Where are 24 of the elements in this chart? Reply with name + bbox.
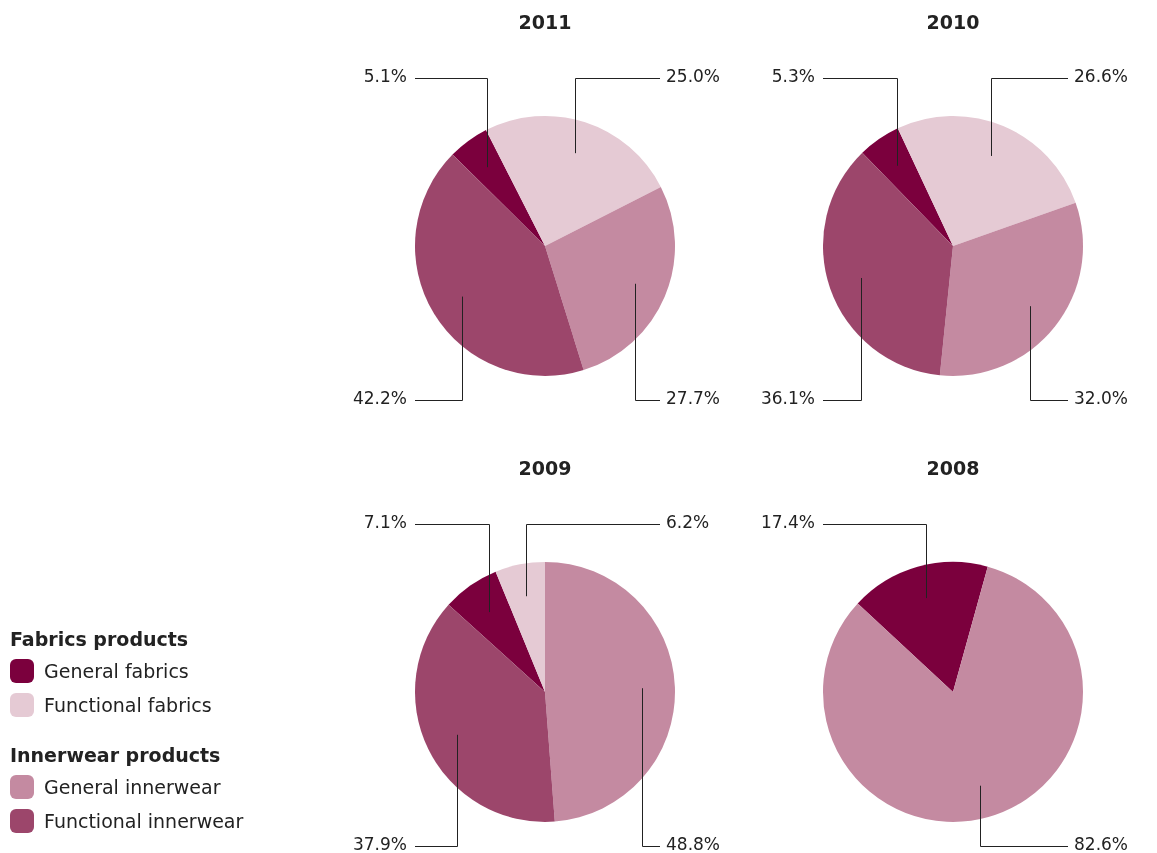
data-label: 7.1% <box>363 512 407 533</box>
legend-label: Functional innerwear <box>44 810 244 832</box>
legend-label: General innerwear <box>44 776 221 798</box>
chart-title: 2008 <box>926 457 980 480</box>
data-label: 26.6% <box>1074 66 1129 87</box>
data-label: 17.4% <box>760 512 815 533</box>
data-label: 42.2% <box>352 388 407 409</box>
data-label: 32.0% <box>1074 388 1129 409</box>
data-label: 36.1% <box>760 388 815 409</box>
data-label: 48.8% <box>666 834 721 853</box>
data-label: 5.1% <box>363 66 407 87</box>
data-label: 82.6% <box>1074 834 1129 853</box>
data-label: 37.9% <box>352 834 407 853</box>
data-label: 5.3% <box>771 66 815 87</box>
data-label: 27.7% <box>666 388 721 409</box>
chart-title: 2009 <box>518 457 572 480</box>
text: Fabrics products <box>10 628 190 650</box>
legend-label: Functional fabrics <box>44 694 212 716</box>
chart-title: 2010 <box>926 11 980 34</box>
data-label: 6.2% <box>666 512 710 533</box>
legend-label: General fabrics <box>44 660 189 682</box>
data-label: 25.0% <box>666 66 721 87</box>
chart-title: 2011 <box>518 11 572 34</box>
text: Innerwear products <box>10 744 222 766</box>
